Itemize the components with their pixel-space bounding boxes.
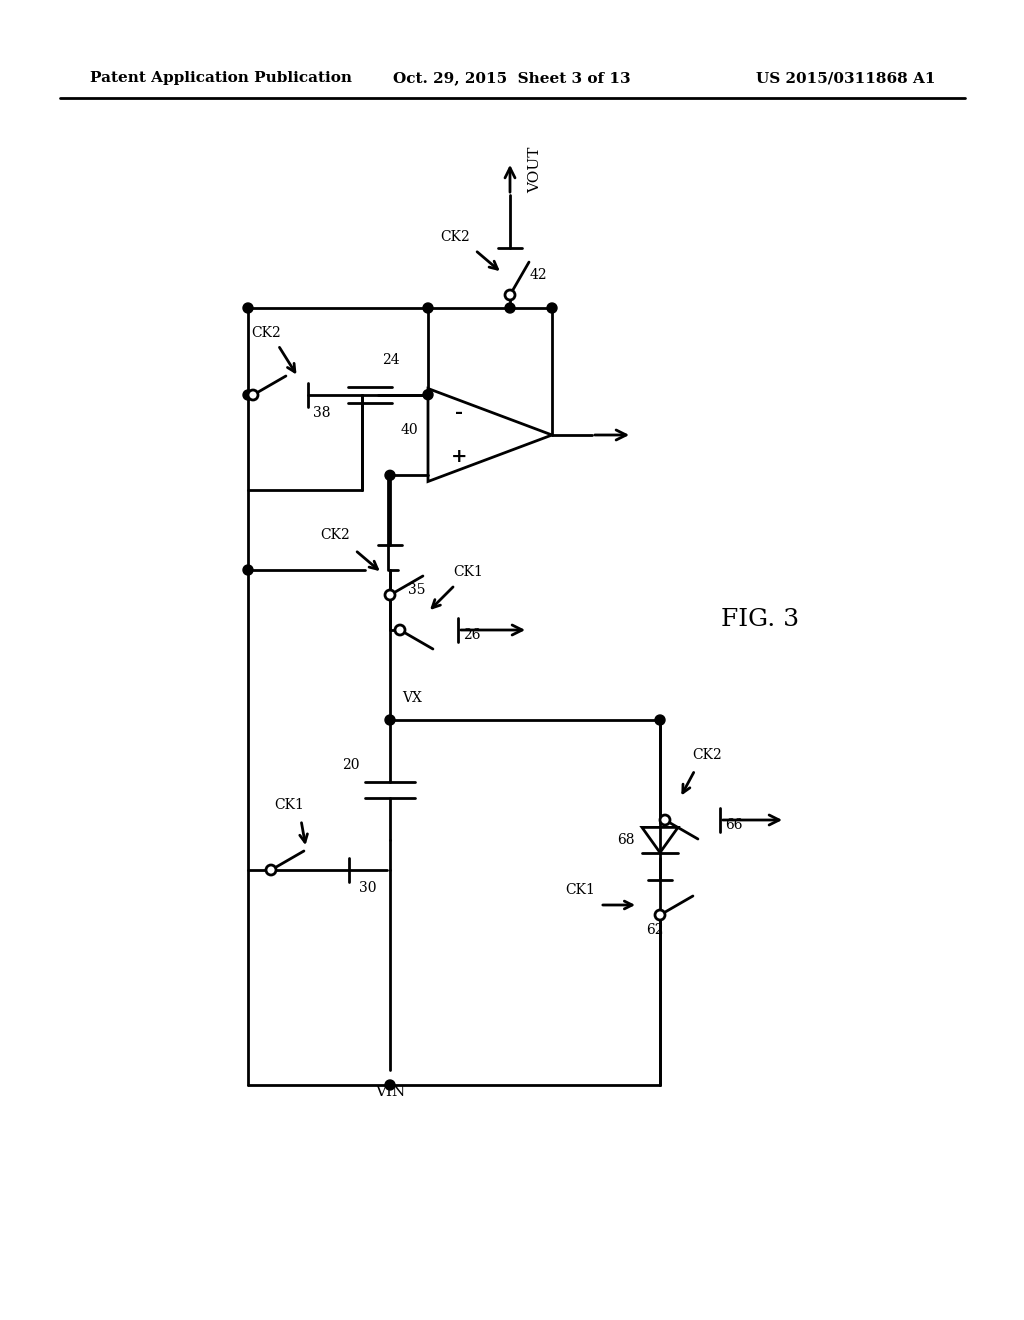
Text: Patent Application Publication: Patent Application Publication — [90, 71, 352, 84]
Text: VIN: VIN — [375, 1085, 406, 1100]
Circle shape — [385, 715, 395, 725]
Text: 24: 24 — [382, 352, 399, 367]
Circle shape — [243, 389, 253, 400]
Text: 30: 30 — [359, 880, 377, 895]
Circle shape — [385, 590, 395, 601]
Circle shape — [505, 304, 515, 313]
Text: CK2: CK2 — [251, 326, 281, 341]
Circle shape — [655, 715, 665, 725]
Text: 62: 62 — [646, 923, 664, 937]
Text: +: + — [451, 447, 467, 466]
Circle shape — [547, 304, 557, 313]
Text: CK2: CK2 — [321, 528, 350, 543]
Text: US 2015/0311868 A1: US 2015/0311868 A1 — [756, 71, 935, 84]
Text: 68: 68 — [617, 833, 635, 847]
Circle shape — [655, 909, 665, 920]
Text: -: - — [455, 404, 463, 422]
Circle shape — [423, 389, 433, 400]
Circle shape — [243, 304, 253, 313]
Text: CK2: CK2 — [440, 230, 470, 244]
Text: 35: 35 — [408, 583, 426, 597]
Circle shape — [423, 304, 433, 313]
Circle shape — [505, 290, 515, 300]
Text: 38: 38 — [313, 407, 331, 420]
Circle shape — [385, 1080, 395, 1090]
Text: 42: 42 — [530, 268, 548, 282]
Text: Oct. 29, 2015  Sheet 3 of 13: Oct. 29, 2015 Sheet 3 of 13 — [393, 71, 631, 84]
Text: 26: 26 — [463, 628, 480, 642]
Text: 20: 20 — [342, 758, 360, 772]
Circle shape — [395, 624, 406, 635]
Text: 40: 40 — [400, 422, 418, 437]
Circle shape — [385, 470, 395, 480]
Circle shape — [266, 865, 276, 875]
Text: FIG. 3: FIG. 3 — [721, 609, 799, 631]
Text: VX: VX — [402, 690, 422, 705]
Circle shape — [243, 565, 253, 576]
Circle shape — [248, 389, 258, 400]
Text: CK2: CK2 — [692, 748, 722, 762]
Text: CK1: CK1 — [565, 883, 595, 898]
Text: VOUT: VOUT — [528, 147, 542, 193]
Text: CK1: CK1 — [453, 565, 483, 579]
Circle shape — [660, 814, 670, 825]
Text: CK1: CK1 — [274, 799, 304, 812]
Text: 66: 66 — [725, 818, 742, 832]
